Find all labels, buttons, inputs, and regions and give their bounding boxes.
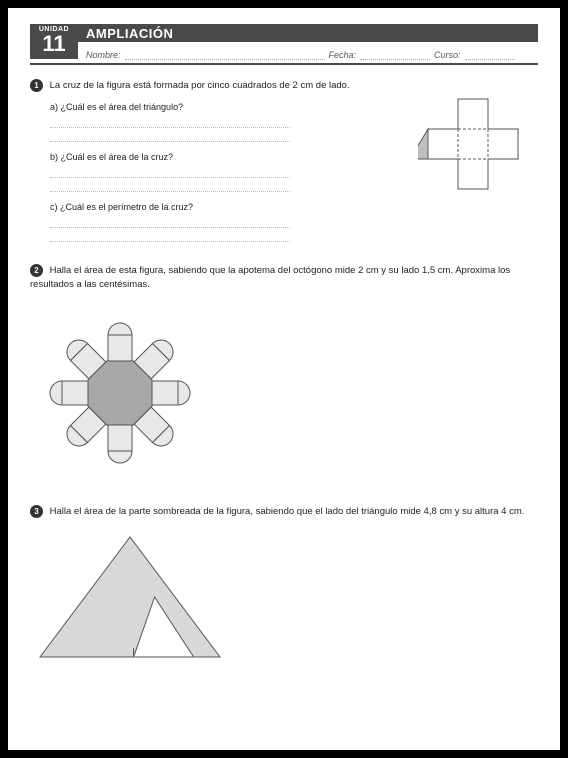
worksheet-page: UNIDAD 11 AMPLIACIÓN Nombre: Fecha: Curs…	[8, 8, 560, 750]
figure-cross	[418, 94, 528, 204]
unit-box: UNIDAD 11	[30, 24, 78, 59]
problem-3-text: Halla el área de la parte sombreada de l…	[50, 506, 525, 517]
name-blank[interactable]	[125, 50, 325, 60]
answer-line[interactable]	[50, 218, 290, 228]
problem-number-3: 3	[30, 505, 43, 518]
answer-line[interactable]	[50, 232, 290, 242]
problem-1: 1 La cruz de la figura está formada por …	[30, 79, 538, 242]
problem-2-text: Halla el área de esta figura, sabiendo q…	[30, 265, 510, 289]
unit-number: 11	[30, 33, 78, 55]
answer-line[interactable]	[50, 168, 290, 178]
answer-line[interactable]	[50, 132, 290, 142]
figure-octagon-flower	[30, 303, 538, 483]
name-label: Nombre:	[86, 50, 121, 60]
date-blank[interactable]	[360, 50, 430, 60]
figure-triangle	[30, 532, 538, 662]
problem-number-1: 1	[30, 79, 43, 92]
section-title: AMPLIACIÓN	[78, 24, 538, 42]
answer-line[interactable]	[50, 118, 290, 128]
course-label: Curso:	[434, 50, 461, 60]
problem-number-2: 2	[30, 264, 43, 277]
answer-line[interactable]	[50, 182, 290, 192]
course-blank[interactable]	[465, 50, 515, 60]
problem-1-text: La cruz de la figura está formada por ci…	[50, 80, 350, 91]
problem-2: 2 Halla el área de esta figura, sabiendo…	[30, 264, 538, 483]
info-row: Nombre: Fecha: Curso:	[30, 47, 538, 65]
date-label: Fecha:	[329, 50, 357, 60]
problem-3: 3 Halla el área de la parte sombreada de…	[30, 505, 538, 662]
